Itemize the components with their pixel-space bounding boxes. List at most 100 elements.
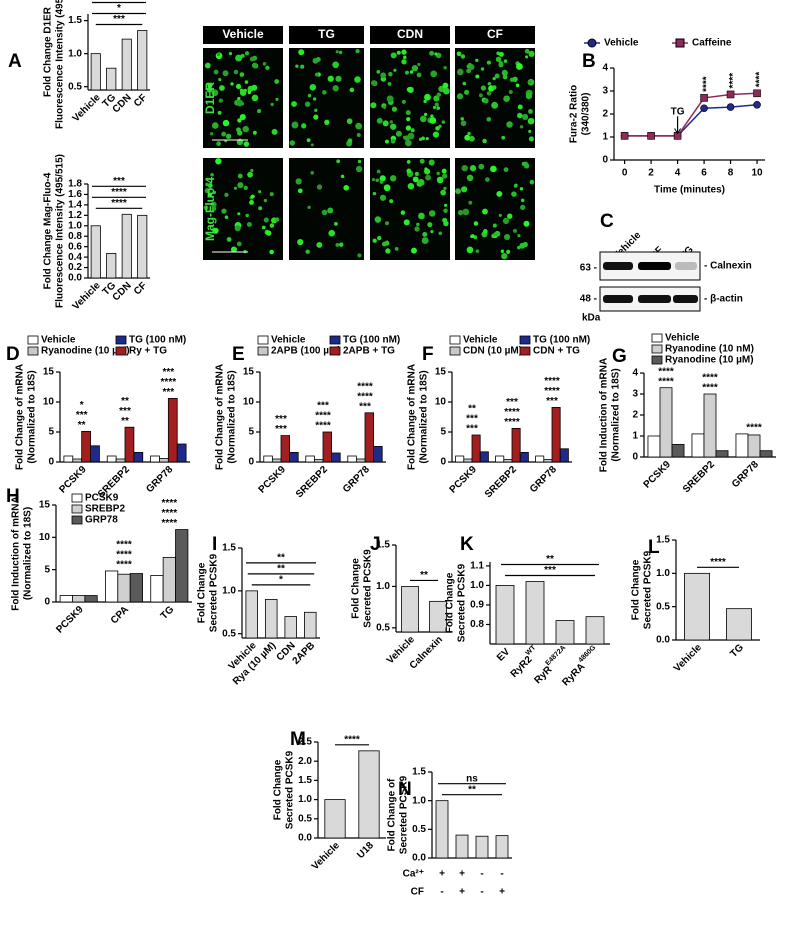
bar (72, 458, 83, 463)
cell (204, 188, 211, 194)
cell (473, 221, 479, 226)
cell (456, 51, 462, 57)
x-tick-label: 4 (675, 168, 681, 179)
cell (457, 209, 464, 216)
cell (501, 135, 506, 140)
cell (382, 120, 389, 127)
cell (370, 80, 377, 86)
significance: **** (344, 734, 360, 745)
bar (117, 573, 131, 603)
cell (517, 104, 523, 110)
bar (106, 253, 117, 279)
bar (364, 412, 375, 463)
cell (411, 65, 419, 72)
cell (423, 99, 427, 104)
cell (338, 50, 343, 55)
significance: *** (466, 424, 478, 435)
y-tick-label: 1.1 (470, 561, 484, 572)
cell (417, 178, 425, 186)
y-axis-label: Secreted PCSK9 (399, 775, 410, 854)
column-header: CF (487, 27, 503, 41)
cell (269, 223, 275, 228)
cell (261, 225, 266, 230)
y-axis-label: (Normalized to 18S) (227, 370, 238, 463)
cell (298, 49, 305, 56)
cell (406, 87, 412, 92)
x-tick-label: Vehicle (310, 840, 342, 872)
cell (401, 59, 407, 65)
y-tick-label: 0.5 (656, 601, 670, 612)
cell (235, 54, 243, 62)
bar (305, 455, 315, 463)
cell (500, 249, 505, 254)
marker (700, 104, 708, 113)
significance: *** (275, 414, 287, 425)
significance: ** (121, 416, 129, 427)
cell (321, 209, 328, 216)
cell (233, 69, 239, 75)
legend-label: GRP78 (85, 515, 118, 526)
band (603, 295, 633, 303)
panel-letter: E (232, 344, 245, 365)
cell (475, 249, 480, 254)
band (673, 295, 698, 303)
micrograph (289, 48, 364, 148)
cell (379, 175, 386, 182)
cell (343, 184, 350, 191)
bar (355, 458, 366, 463)
band (638, 295, 671, 303)
cell (305, 249, 310, 254)
x-axis-label: Time (minutes) (654, 185, 725, 196)
cell (438, 231, 443, 236)
cell (444, 203, 448, 207)
significance: **** (357, 381, 373, 392)
cell (442, 173, 448, 179)
legend-label: Caffeine (692, 38, 732, 49)
significance: *** (359, 401, 371, 412)
cell (335, 50, 339, 54)
bar (303, 611, 317, 639)
cell (251, 94, 259, 102)
cell (243, 141, 250, 147)
cell (216, 52, 221, 57)
cell (374, 216, 382, 223)
cell (216, 141, 221, 147)
y-tick-label: 0.6 (68, 241, 82, 252)
legend-marker (675, 38, 685, 48)
panel-letter: L (648, 537, 660, 558)
bar (495, 455, 505, 463)
cell (433, 95, 440, 102)
cell (269, 249, 274, 255)
mw-unit: kDa (582, 313, 601, 324)
cell (469, 135, 475, 142)
cell (436, 176, 444, 184)
y-tick-label: 2.0 (298, 756, 312, 767)
cell (432, 105, 437, 110)
significance: **** (162, 518, 178, 529)
panel-letter: I (212, 534, 217, 555)
cell (428, 159, 435, 166)
band (675, 262, 697, 270)
x-tick-label: 6 (701, 168, 707, 179)
legend-swatch (115, 346, 127, 356)
cell (517, 112, 523, 119)
legend-label: Vehicle (665, 333, 700, 344)
legend-swatch (257, 335, 269, 345)
cell (228, 51, 233, 56)
bar (105, 570, 119, 603)
bar (358, 750, 380, 839)
x-tick-label: GRP78 (341, 464, 372, 495)
cell (250, 194, 255, 199)
significance: **** (111, 187, 127, 198)
y-tick-label: 0.5 (222, 628, 236, 639)
marker (753, 89, 761, 98)
legend-label: PCSK9 (85, 493, 119, 504)
significance: *** (119, 406, 131, 417)
condition-sign: - (500, 869, 503, 880)
bar (503, 459, 513, 463)
cell (517, 234, 521, 238)
cell (371, 178, 376, 182)
y-tick-label: 0.5 (412, 824, 426, 835)
significance: ** (468, 404, 476, 415)
cell (528, 136, 534, 142)
